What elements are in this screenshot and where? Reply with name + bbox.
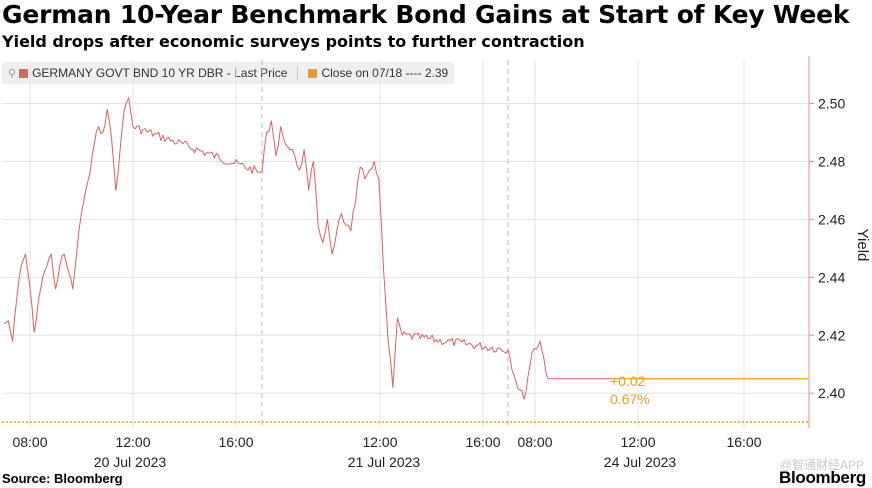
day-label: 21 Jul 2023 bbox=[348, 454, 421, 470]
axes: 2.40 2.42 2.44 2.46 2.48 2.50 08:00 12:00 16:00 1… bbox=[12, 56, 871, 470]
chart-title: German 10-Year Benchmark Bond Gains at S… bbox=[2, 0, 850, 29]
source-note: Source: Bloomberg bbox=[2, 471, 123, 486]
brand-logo: Bloomberg bbox=[778, 468, 866, 487]
series-line bbox=[3, 97, 612, 400]
x-tick-label: 08:00 bbox=[12, 434, 47, 450]
x-tick-label: 12:00 bbox=[362, 434, 397, 450]
y-tick-label: 2.44 bbox=[818, 269, 845, 285]
y-tick-label: 2.46 bbox=[818, 211, 845, 227]
y-axis-title: Yield bbox=[854, 229, 871, 262]
x-tick-label: 16:00 bbox=[726, 434, 761, 450]
day-label: 24 Jul 2023 bbox=[604, 454, 677, 470]
grid bbox=[2, 60, 808, 428]
series bbox=[3, 97, 808, 400]
series-swatch bbox=[19, 68, 29, 78]
pin-icon: ⚲ bbox=[8, 67, 17, 80]
session-breaks bbox=[261, 60, 509, 428]
x-tick-label: 08:00 bbox=[517, 434, 552, 450]
change-pct-label: 0.67% bbox=[610, 391, 650, 407]
x-tick-label: 12:00 bbox=[115, 434, 150, 450]
day-label: 20 Jul 2023 bbox=[94, 454, 167, 470]
annotations: +0.02 0.67% bbox=[610, 373, 650, 407]
y-tick-label: 2.42 bbox=[818, 327, 845, 343]
change-abs-label: +0.02 bbox=[610, 373, 646, 389]
x-tick-label: 16:00 bbox=[218, 434, 253, 450]
y-tick-label: 2.50 bbox=[818, 95, 845, 111]
watermark: @智通财经APP bbox=[779, 458, 864, 472]
y-tick-label: 2.48 bbox=[818, 153, 845, 169]
x-tick-label: 12:00 bbox=[620, 434, 655, 450]
x-tick-label: 16:00 bbox=[465, 434, 500, 450]
y-tick-label: 2.40 bbox=[818, 385, 845, 401]
chart-subtitle: Yield drops after economic surveys point… bbox=[2, 32, 585, 51]
chart-legend: ⚲ GERMANY GOVT BND 10 YR DBR - Last Pric… bbox=[2, 62, 455, 84]
close-swatch bbox=[308, 68, 318, 78]
legend-series-label: GERMANY GOVT BND 10 YR DBR - Last Price bbox=[32, 66, 288, 80]
legend-divider bbox=[297, 66, 299, 80]
legend-close-label: Close on 07/18 ---- 2.39 bbox=[321, 66, 449, 80]
